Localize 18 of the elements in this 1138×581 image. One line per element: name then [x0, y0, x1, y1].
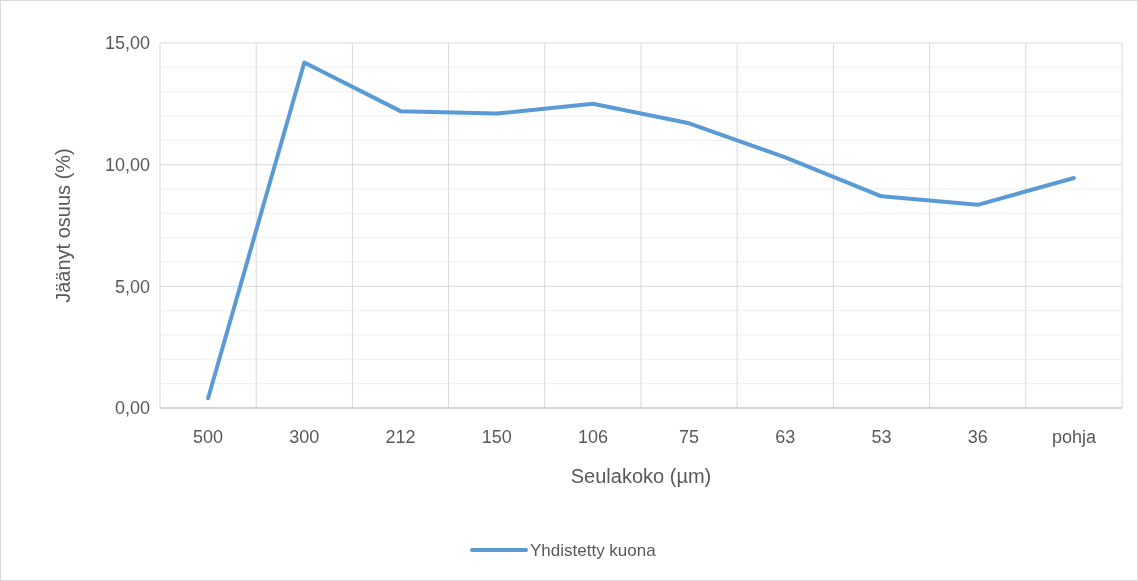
line-series	[206, 60, 1076, 401]
x-tick-label: pohja	[1051, 427, 1097, 447]
y-tick-label: 15,00	[104, 33, 150, 54]
x-tick-label: 500	[193, 427, 224, 447]
y-tick-label: 5,00	[114, 276, 150, 297]
x-tick-label: 300	[289, 427, 320, 447]
x-axis-title: Seulakoko (µm)	[570, 465, 712, 487]
x-tick-label: 150	[481, 427, 512, 447]
y-axis-title: Jäänyt osuus (%)	[52, 148, 74, 303]
y-tick-label: 10,00	[104, 154, 150, 175]
legend-label: Yhdistetty kuona	[530, 540, 657, 560]
x-tick-label: 75	[679, 427, 700, 447]
x-tick-label: 36	[967, 427, 988, 447]
y-tick-label: 0,00	[114, 398, 150, 419]
x-tick-label: 63	[775, 427, 796, 447]
x-tick-label: 53	[871, 427, 892, 447]
x-tick-label: 212	[385, 427, 416, 447]
x-tick-label: 106	[577, 427, 608, 447]
